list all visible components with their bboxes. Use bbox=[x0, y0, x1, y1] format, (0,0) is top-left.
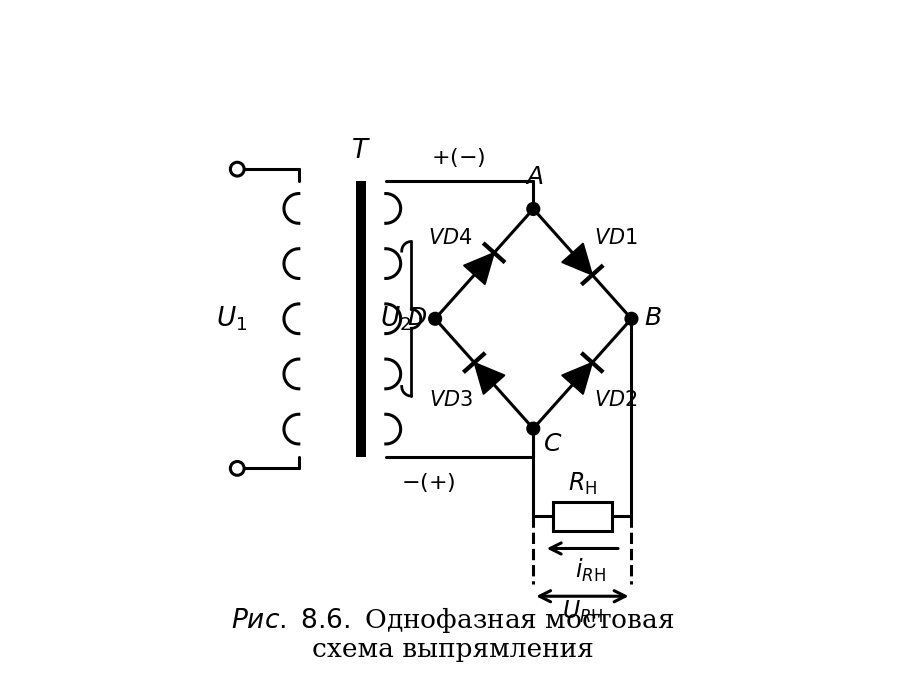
Text: $VD3$: $VD3$ bbox=[429, 389, 473, 409]
Text: $B$: $B$ bbox=[644, 307, 661, 330]
Text: $i_{R\mathrm{H}}$: $i_{R\mathrm{H}}$ bbox=[575, 557, 606, 584]
Text: $A$: $A$ bbox=[525, 166, 544, 189]
Text: $T$: $T$ bbox=[351, 138, 371, 163]
Circle shape bbox=[429, 312, 441, 325]
Circle shape bbox=[625, 312, 638, 325]
Polygon shape bbox=[464, 253, 494, 285]
Text: $VD1$: $VD1$ bbox=[594, 228, 638, 248]
Circle shape bbox=[527, 203, 540, 215]
Circle shape bbox=[527, 422, 540, 435]
Text: схема выпрямления: схема выпрямления bbox=[313, 637, 593, 661]
Polygon shape bbox=[475, 362, 505, 394]
Text: $U_{R\mathrm{H}}$: $U_{R\mathrm{H}}$ bbox=[562, 599, 603, 625]
Text: $D$: $D$ bbox=[407, 307, 427, 330]
Circle shape bbox=[230, 163, 244, 176]
Text: $U_1$: $U_1$ bbox=[217, 305, 247, 333]
Text: $\mathit{Рис.\ 8.6.}$ Однофазная мостовая: $\mathit{Рис.\ 8.6.}$ Однофазная мостова… bbox=[231, 605, 675, 635]
Text: $VD4$: $VD4$ bbox=[428, 228, 473, 248]
Polygon shape bbox=[562, 362, 593, 394]
Text: $VD2$: $VD2$ bbox=[594, 389, 638, 409]
Circle shape bbox=[230, 462, 244, 475]
Text: $R_\mathrm{H}$: $R_\mathrm{H}$ bbox=[568, 471, 597, 497]
Text: $C$: $C$ bbox=[543, 433, 563, 456]
Text: $U_2$: $U_2$ bbox=[380, 305, 411, 333]
Bar bbox=[554, 502, 612, 531]
Polygon shape bbox=[562, 243, 593, 275]
Text: $-(+)$: $-(+)$ bbox=[400, 471, 456, 494]
Text: $+(-)$: $+(-)$ bbox=[431, 145, 487, 169]
Bar bbox=[356, 181, 366, 457]
